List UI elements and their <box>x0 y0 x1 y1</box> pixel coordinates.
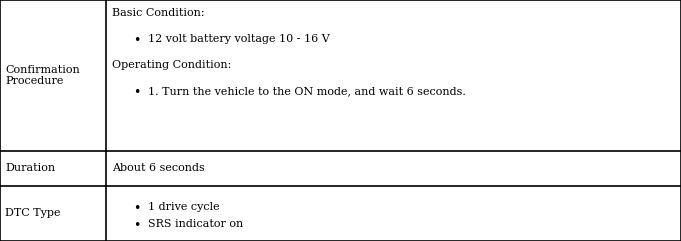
Text: •: • <box>133 202 140 215</box>
Text: •: • <box>133 34 140 47</box>
Text: Duration: Duration <box>5 163 56 174</box>
Text: 12 volt battery voltage 10 - 16 V: 12 volt battery voltage 10 - 16 V <box>148 34 330 44</box>
Text: •: • <box>133 86 140 99</box>
Text: About 6 seconds: About 6 seconds <box>112 163 205 174</box>
Text: SRS indicator on: SRS indicator on <box>148 219 243 229</box>
Text: 1. Turn the vehicle to the ON mode, and wait 6 seconds.: 1. Turn the vehicle to the ON mode, and … <box>148 86 466 96</box>
Text: 1 drive cycle: 1 drive cycle <box>148 202 219 212</box>
Text: Basic Condition:: Basic Condition: <box>112 8 205 18</box>
Text: Confirmation
Procedure: Confirmation Procedure <box>5 65 80 87</box>
Text: •: • <box>133 219 140 232</box>
Text: Operating Condition:: Operating Condition: <box>112 60 232 70</box>
Text: DTC Type: DTC Type <box>5 208 61 218</box>
